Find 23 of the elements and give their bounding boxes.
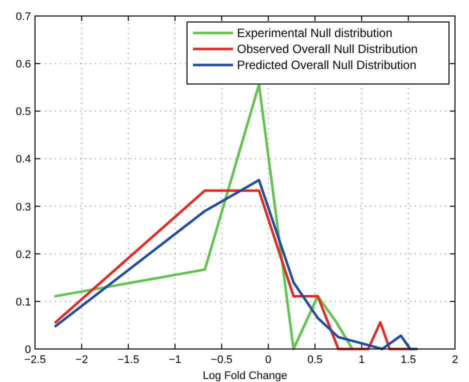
x-tick-label: 2: [452, 354, 458, 366]
legend-label: Predicted Overall Null Distribution: [237, 58, 416, 72]
x-tick-label: −2.5: [24, 354, 46, 366]
y-tick-label: 0.5: [16, 106, 31, 118]
line-series: [54, 83, 354, 350]
x-tick-label: 0.5: [307, 354, 323, 366]
y-tick-label: 0.1: [16, 296, 31, 308]
x-tick-label: 1.5: [400, 354, 416, 366]
x-tick-label: −0.5: [210, 354, 233, 366]
y-tick-label: 0.4: [16, 154, 31, 166]
x-axis-title: Log Fold Change: [202, 370, 288, 382]
y-tick-label: 0.7: [16, 11, 31, 23]
x-tick-label: 0: [265, 354, 272, 366]
y-tick-label: 0: [24, 344, 31, 356]
y-tick-label: 0.2: [16, 248, 31, 261]
x-tick-label: 1: [358, 354, 365, 366]
x-tick-label: −1: [168, 354, 182, 366]
y-tick-label: 0.6: [16, 58, 31, 71]
y-tick-label: 0.3: [16, 201, 31, 214]
x-tick-label: −1.5: [117, 354, 140, 366]
legend-label: Observed Overall Null Distribution: [237, 42, 418, 56]
x-tick-label: −2: [75, 354, 88, 366]
legend-label: Experimental Null distribution: [237, 26, 392, 40]
